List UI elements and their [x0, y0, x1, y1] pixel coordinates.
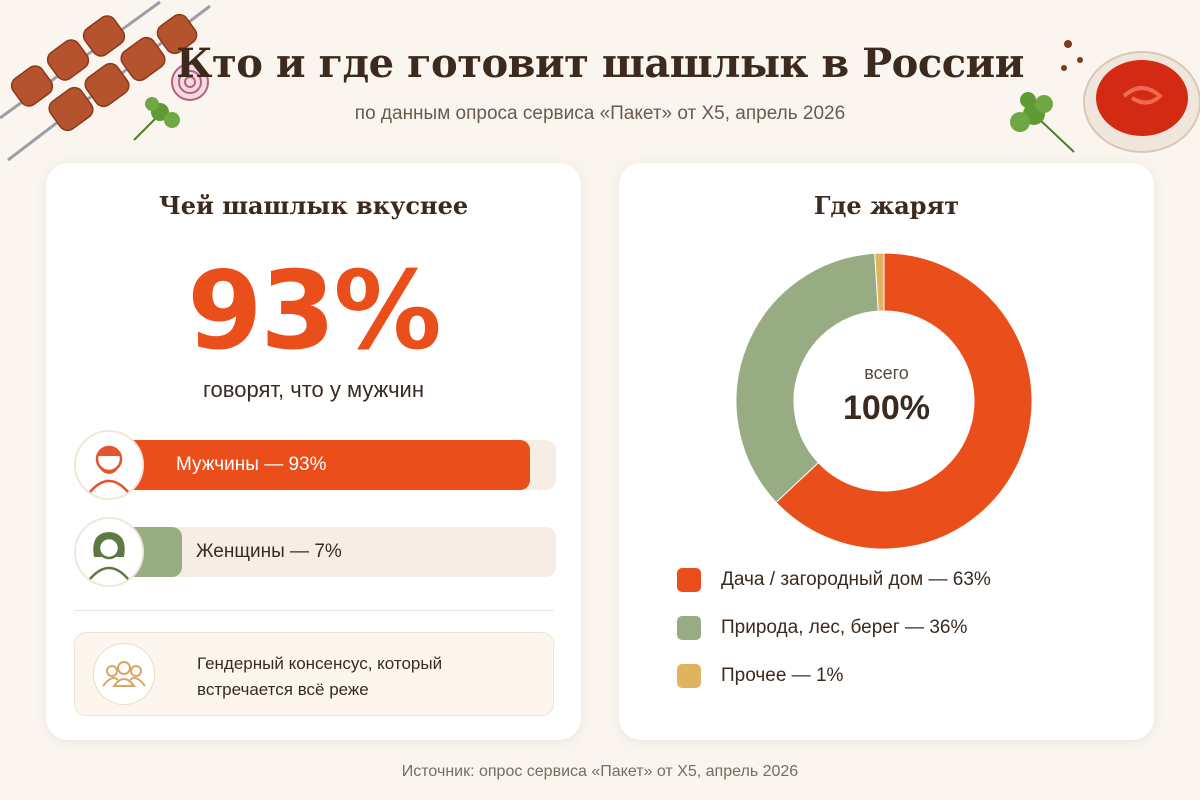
big-percent-caption: говорят, что у мужчин — [203, 377, 424, 402]
group-people-icon — [93, 643, 155, 705]
bar-men — [124, 440, 531, 490]
legend-swatch-other — [677, 664, 701, 688]
parsley-icon — [133, 97, 180, 141]
page-title: Кто и где готовит шашлык в России — [176, 40, 1024, 87]
gender-card-title: Чей шашлык вкуснее — [158, 191, 469, 220]
legend-swatch-dacha — [677, 568, 701, 592]
bar-track-men: Мужчины — 93% — [124, 440, 556, 490]
onion-icon — [171, 63, 209, 101]
pepper-icon — [1061, 40, 1083, 71]
note-text: Гендерный консенсус, который встречается… — [197, 654, 443, 699]
page-subtitle: по данным опроса сервиса «Пакет» от X5, … — [354, 103, 846, 124]
bar-label-men: Мужчины — 93% — [176, 454, 327, 475]
legend-label-other: Прочее — 1% — [721, 665, 844, 686]
bar-track-women: Женщины — 7% — [124, 527, 556, 577]
donut-slice-other — [874, 252, 885, 312]
legend-swatch-nature — [677, 616, 701, 640]
legend-label-nature: Природа, лес, берег — 36% — [721, 617, 968, 638]
legend-label-dacha: Дача / загородный дом — 63% — [721, 569, 991, 590]
woman-avatar-icon — [74, 517, 144, 587]
location-card: Где жарят всего 100% Дача / загородный д… — [619, 163, 1154, 740]
donut-slice-dacha — [775, 252, 1033, 550]
big-percent: 93% — [187, 249, 442, 374]
note-box: Гендерный консенсус, который встречается… — [74, 632, 554, 716]
skewer-icon — [0, 0, 211, 162]
donut-center-label: всего — [864, 363, 909, 383]
donut-center-value: 100% — [843, 389, 930, 427]
ketchup-bowl-icon — [1083, 51, 1200, 153]
donut-chart — [735, 252, 1033, 550]
divider — [74, 610, 554, 611]
source-note: Источник: опрос сервиса «Пакет» от X5, а… — [401, 763, 799, 780]
parsley-icon — [1010, 92, 1075, 153]
man-avatar-icon — [74, 430, 144, 500]
location-card-title: Где жарят — [813, 191, 960, 220]
bar-label-women: Женщины — 7% — [196, 541, 342, 562]
gender-card: Чей шашлык вкуснее 93% говорят, что у му… — [46, 163, 581, 740]
donut-slice-nature — [735, 252, 879, 504]
